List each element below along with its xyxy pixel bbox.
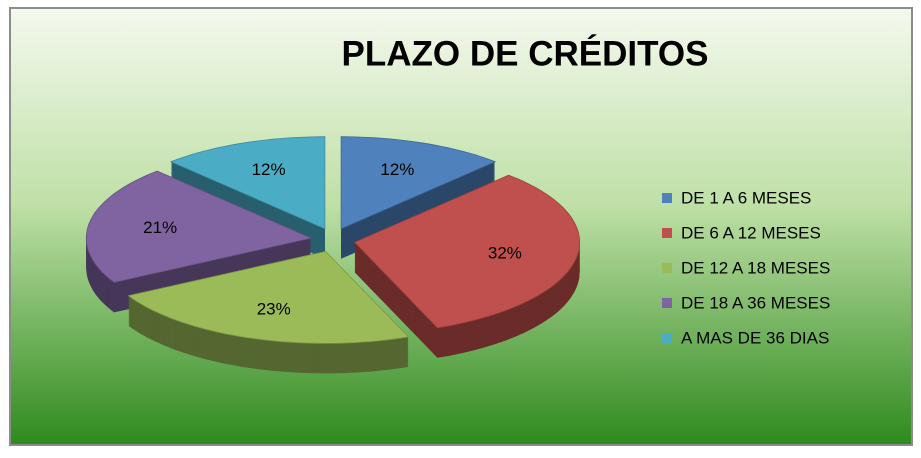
slice [353, 174, 580, 329]
legend-label: DE 1 A 6 MESES [681, 188, 811, 207]
legend-label: DE 18 A 36 MESES [681, 293, 830, 312]
slice [127, 250, 410, 344]
legend-swatch [662, 333, 672, 343]
legend-swatch [662, 263, 672, 273]
data-label: 12% [252, 160, 286, 179]
legend-label: DE 6 A 12 MESES [681, 223, 821, 242]
chart-title: PLAZO DE CRÉDITOS [342, 33, 709, 73]
slice [169, 136, 326, 230]
legend-label: A MAS DE 36 DIAS [681, 328, 829, 347]
legend-label: DE 12 A 18 MESES [681, 258, 830, 277]
legend-swatch [662, 228, 672, 238]
data-label: 23% [257, 300, 291, 319]
data-label: 12% [380, 160, 414, 179]
legend-swatch [662, 298, 672, 308]
slice [85, 170, 313, 283]
legend-swatch [662, 193, 672, 203]
data-label: 21% [143, 218, 177, 237]
data-label: 32% [488, 243, 522, 262]
slice [340, 136, 497, 230]
